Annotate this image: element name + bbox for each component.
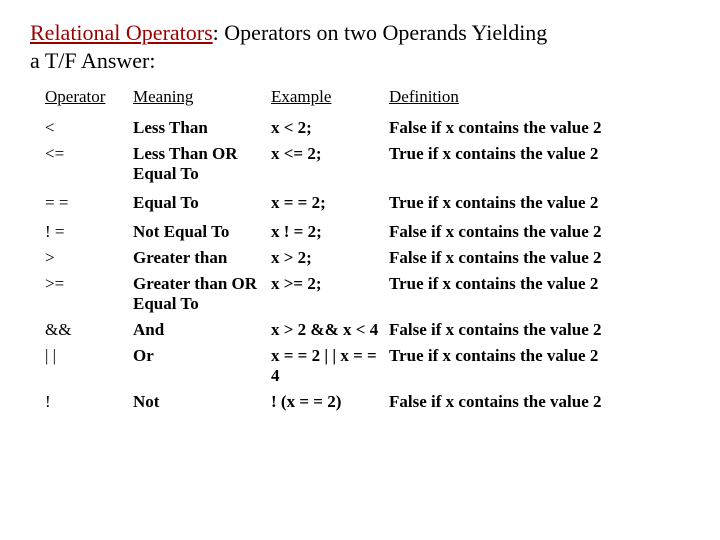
header-meaning: Meaning: [129, 84, 267, 115]
cell-operator: &&: [30, 317, 129, 343]
cell-definition: False if x contains the value 2: [385, 389, 690, 415]
cell-meaning: Greater than: [129, 245, 267, 271]
table-header-row: Operator Meaning Example Definition: [30, 84, 690, 115]
cell-meaning: Less Than: [129, 115, 267, 141]
table-row: ! Not ! (x = = 2) False if x contains th…: [30, 389, 690, 415]
cell-example: x = = 2;: [267, 187, 385, 219]
cell-meaning: Less Than OR Equal To: [129, 141, 267, 187]
cell-meaning: Not Equal To: [129, 219, 267, 245]
cell-definition: False if x contains the value 2: [385, 317, 690, 343]
table-row: > Greater than x > 2; False if x contain…: [30, 245, 690, 271]
cell-definition: False if x contains the value 2: [385, 219, 690, 245]
title-separator: :: [213, 20, 225, 45]
table-row: ! = Not Equal To x ! = 2; False if x con…: [30, 219, 690, 245]
cell-operator: <=: [30, 141, 129, 187]
cell-operator: <: [30, 115, 129, 141]
cell-meaning: Greater than OR Equal To: [129, 271, 267, 317]
cell-definition: True if x contains the value 2: [385, 271, 690, 317]
cell-definition: True if x contains the value 2: [385, 141, 690, 187]
cell-example: x < 2;: [267, 115, 385, 141]
cell-example: x <= 2;: [267, 141, 385, 187]
table-row: < Less Than x < 2; False if x contains t…: [30, 115, 690, 141]
cell-meaning: Equal To: [129, 187, 267, 219]
cell-operator: = =: [30, 187, 129, 219]
cell-operator: ! =: [30, 219, 129, 245]
cell-meaning: Not: [129, 389, 267, 415]
cell-example: x = = 2 | | x = = 4: [267, 343, 385, 389]
cell-operator: !: [30, 389, 129, 415]
table-row: | | Or x = = 2 | | x = = 4 True if x con…: [30, 343, 690, 389]
cell-example: x ! = 2;: [267, 219, 385, 245]
cell-example: x > 2;: [267, 245, 385, 271]
cell-meaning: Or: [129, 343, 267, 389]
cell-meaning: And: [129, 317, 267, 343]
header-definition: Definition: [385, 84, 690, 115]
header-example: Example: [267, 84, 385, 115]
cell-definition: True if x contains the value 2: [385, 343, 690, 389]
cell-definition: True if x contains the value 2: [385, 187, 690, 219]
cell-example: x >= 2;: [267, 271, 385, 317]
cell-operator: >=: [30, 271, 129, 317]
table-row: >= Greater than OR Equal To x >= 2; True…: [30, 271, 690, 317]
cell-operator: >: [30, 245, 129, 271]
title-rest: Operators on two Operands Yielding: [224, 20, 547, 45]
cell-operator: | |: [30, 343, 129, 389]
operators-table: Operator Meaning Example Definition < Le…: [30, 84, 690, 415]
table-row: && And x > 2 && x < 4 False if x contain…: [30, 317, 690, 343]
table-row: <= Less Than OR Equal To x <= 2; True if…: [30, 141, 690, 187]
header-operator: Operator: [30, 84, 129, 115]
title-main: Relational Operators: [30, 20, 213, 45]
title-subtitle: a T/F Answer:: [30, 48, 690, 74]
title-line: Relational Operators: Operators on two O…: [30, 20, 690, 46]
cell-definition: False if x contains the value 2: [385, 115, 690, 141]
table-row: = = Equal To x = = 2; True if x contains…: [30, 187, 690, 219]
cell-example: ! (x = = 2): [267, 389, 385, 415]
cell-example: x > 2 && x < 4: [267, 317, 385, 343]
cell-definition: False if x contains the value 2: [385, 245, 690, 271]
